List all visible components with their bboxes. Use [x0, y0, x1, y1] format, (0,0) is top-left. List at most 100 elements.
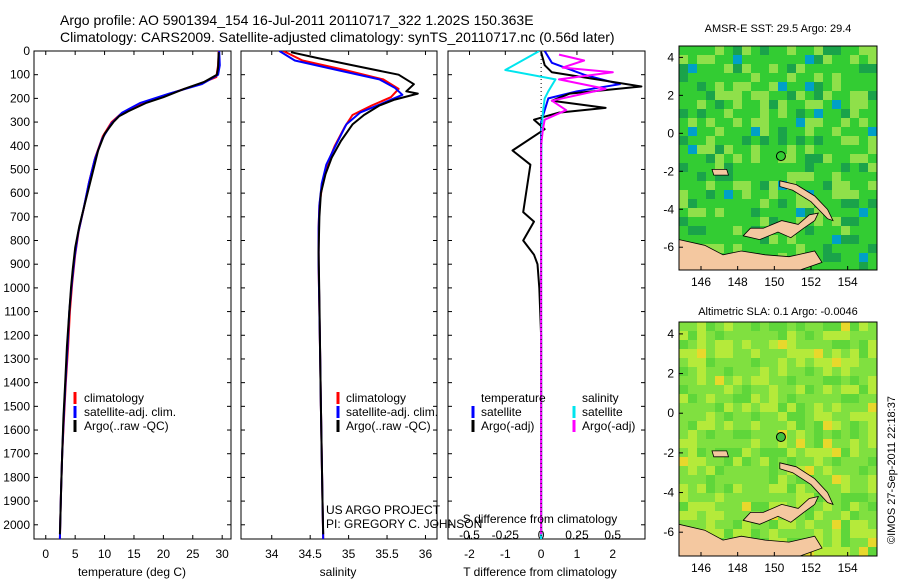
x-tick-label: -1: [500, 547, 511, 561]
map-grid-cell: [787, 331, 796, 340]
map-grid-cell: [751, 376, 760, 385]
map-grid-cell: [679, 394, 688, 403]
map-grid-cell: [868, 502, 877, 511]
depth-tick-label: 900: [10, 257, 30, 271]
map-grid-cell: [850, 136, 859, 145]
map-grid-cell: [751, 145, 760, 154]
map-grid-cell: [868, 244, 877, 253]
map-grid-cell: [769, 385, 778, 394]
map-grid-cell: [850, 235, 859, 244]
map-grid-cell: [733, 91, 742, 100]
map-grid-cell: [805, 82, 814, 91]
map-grid-cell: [787, 412, 796, 421]
map-grid-cell: [841, 322, 850, 331]
map-grid-cell: [841, 340, 850, 349]
map-x-tick-label: 146: [691, 275, 711, 289]
map-grid-cell: [688, 448, 697, 457]
map-grid-cell: [742, 190, 751, 199]
map-grid-cell: [805, 208, 814, 217]
map-grid-cell: [688, 511, 697, 520]
s-tick-label: 0.25: [565, 528, 589, 542]
map-grid-cell: [688, 226, 697, 235]
map-grid-cell: [742, 403, 751, 412]
map-grid-cell: [733, 430, 742, 439]
map-grid-cell: [679, 331, 688, 340]
map-grid-cell: [724, 91, 733, 100]
map-grid-cell: [742, 430, 751, 439]
land-polygon: [742, 212, 820, 241]
map-grid-cell: [859, 100, 868, 109]
map-grid-cell: [823, 358, 832, 367]
map-grid-cell: [778, 412, 787, 421]
axis-ticks: 0 5 10 15 20 25 30 34 34.5 35 35.5 36 -2 -1 0 1 2 -0.5 -0.…: [42, 51, 621, 561]
map-grid-cell: [760, 367, 769, 376]
map-grid-cell: [850, 430, 859, 439]
map-grid-cell: [679, 439, 688, 448]
map-grid-cell: [706, 430, 715, 439]
map-grid-cell: [688, 199, 697, 208]
map-grid-cell: [715, 46, 724, 55]
map-grid-cell: [832, 235, 841, 244]
map-grid-cell: [733, 118, 742, 127]
map-grid-cell: [868, 64, 877, 73]
map-grid-cell: [778, 136, 787, 145]
map-grid-cell: [724, 145, 733, 154]
map-grid-cell: [823, 154, 832, 163]
map-grid-cell: [679, 73, 688, 82]
legend-label-argo: Argo(..raw -QC): [346, 419, 431, 433]
map-grid-cell: [760, 181, 769, 190]
map-grid-cell: [850, 493, 859, 502]
land-polygon: [679, 239, 823, 270]
map-grid-cell: [805, 172, 814, 181]
map-grid-cell: [832, 82, 841, 91]
legend-label-climatology: climatology: [84, 391, 144, 405]
map-grid-cell: [688, 349, 697, 358]
map-grid-cell: [688, 439, 697, 448]
map-grid-cell: [805, 367, 814, 376]
map-grid-cell: [697, 226, 706, 235]
map-grid-cell: [778, 100, 787, 109]
map-grid-cell: [859, 46, 868, 55]
map-grid-cell: [832, 376, 841, 385]
map-grid-cell: [769, 82, 778, 91]
map-grid-cell: [751, 358, 760, 367]
map-y-tick-label: 4: [667, 327, 674, 341]
s-tick-label: -0.5: [459, 528, 480, 542]
legend-label-s-argo: Argo(-adj): [582, 419, 635, 433]
map-grid-cell: [769, 475, 778, 484]
map-grid-cell: [706, 466, 715, 475]
map-grid-cell: [850, 511, 859, 520]
map-grid-cell: [688, 421, 697, 430]
map-x-tick-label: 146: [691, 561, 711, 575]
map-grid-cell: [832, 217, 841, 226]
x-tick-label: 36: [419, 547, 433, 561]
depth-tick-label: 1700: [3, 447, 30, 461]
map-grid-cell: [751, 322, 760, 331]
map-grid-cell: [688, 394, 697, 403]
map-grid-cell: [850, 322, 859, 331]
map-grid-cell: [868, 430, 877, 439]
map-grid-cell: [841, 235, 850, 244]
map-grid-cell: [850, 199, 859, 208]
map-grid-cell: [832, 73, 841, 82]
map-grid-cell: [760, 502, 769, 511]
map-grid-cell: [679, 367, 688, 376]
map-grid-cell: [823, 439, 832, 448]
map-grid-cell: [733, 244, 742, 253]
map-grid-cell: [778, 448, 787, 457]
map-grid-cell: [742, 520, 751, 529]
map-grid-cell: [760, 100, 769, 109]
map-grid-cell: [733, 376, 742, 385]
depth-tick-label: 200: [10, 91, 30, 105]
map-grid-cell: [841, 226, 850, 235]
map-grid-cell: [787, 376, 796, 385]
map-grid-cell: [850, 385, 859, 394]
series-line-t-argo-adj-: [511, 51, 643, 535]
map-grid-cell: [769, 457, 778, 466]
map-grid-cell: [706, 190, 715, 199]
x-tick-label: 25: [186, 547, 200, 561]
map-grid-cell: [814, 349, 823, 358]
t-difference-x-label: T difference from climatology: [463, 565, 617, 579]
map-grid-cell: [814, 100, 823, 109]
map-x-tick-label: 152: [801, 561, 821, 575]
